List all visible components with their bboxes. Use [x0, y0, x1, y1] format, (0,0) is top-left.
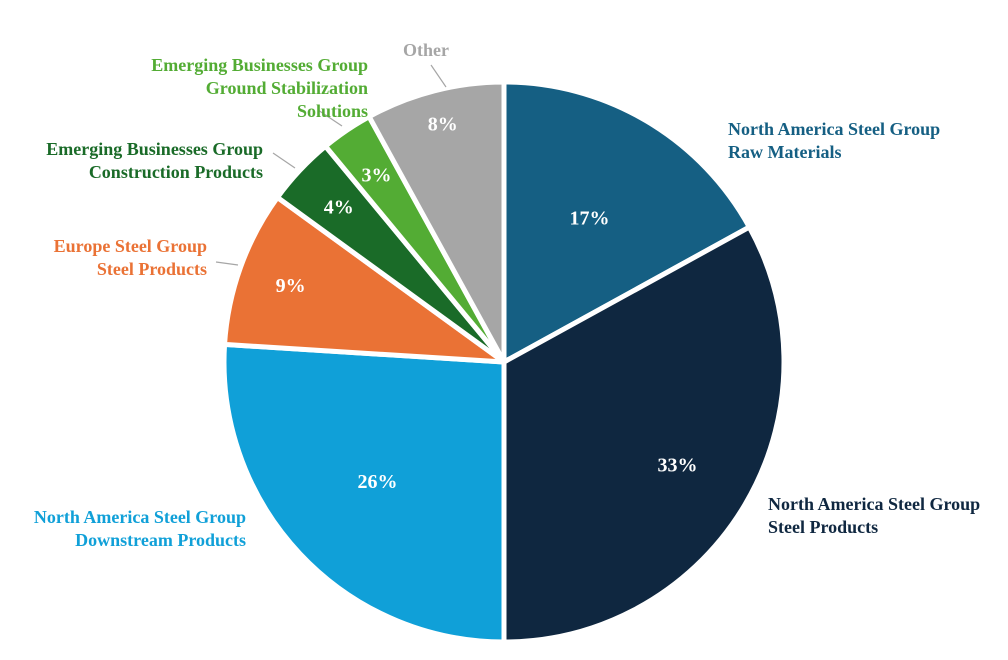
category-label-line: Raw Materials [728, 142, 841, 162]
percent-label-north-america-steel-group-steel-products: 33% [658, 455, 698, 477]
category-label-line: Steel Products [768, 517, 878, 537]
percent-label-other: 8% [428, 113, 458, 135]
category-label-emerging-businesses-group-construction-products: Emerging Businesses Group Construction Pr… [46, 139, 263, 182]
category-label-line: Emerging Businesses Group [46, 139, 263, 159]
percent-label-europe-steel-group-steel-products: 9% [276, 275, 306, 297]
percent-labels: 17% 33% 26% 9% 4% 3% 8% [276, 113, 698, 493]
leader-line-europe-steel-group-steel-products [215, 261, 239, 266]
category-labels: North America Steel Group Raw MaterialsNo… [34, 40, 980, 550]
category-label-north-america-steel-group-steel-products: North America Steel Group Steel Products [768, 494, 980, 537]
leader-line-emerging-businesses-group-construction-products [272, 152, 296, 169]
slice-europe-steel-group-steel-products [222, 194, 507, 365]
slice-north-america-steel-group-raw-materials [501, 79, 752, 365]
percent-label-north-america-steel-group-downstream-products: 26% [358, 471, 398, 493]
pie-slices [221, 79, 787, 645]
category-label-line: North America Steel Group [728, 119, 940, 139]
category-label-line: Construction Products [89, 162, 263, 182]
category-label-line: Solutions [297, 101, 368, 121]
category-label-line: Emerging Businesses Group [151, 55, 368, 75]
percent-label-emerging-businesses-group-construction-products: 4% [324, 197, 354, 219]
slice-north-america-steel-group-steel-products [501, 224, 787, 645]
category-label-emerging-businesses-group-ground-stabilization-solutions: Emerging Businesses Group Ground Stabiliz… [151, 55, 368, 121]
category-label-north-america-steel-group-raw-materials: North America Steel Group Raw Materials [728, 119, 940, 162]
category-label-other: Other [403, 40, 449, 60]
category-label-north-america-steel-group-downstream-products: North America Steel Group Downstream Prod… [34, 507, 246, 550]
category-label-line: Europe Steel Group [54, 236, 207, 256]
category-label-line: Steel Products [97, 259, 207, 279]
category-label-line: Ground Stabilization [206, 78, 368, 98]
slice-north-america-steel-group-downstream-products [221, 341, 507, 645]
category-label-line: North America Steel Group [34, 507, 246, 527]
slice-other [366, 79, 507, 365]
leader-lines [215, 64, 447, 266]
category-label-europe-steel-group-steel-products: Europe Steel Group Steel Products [54, 236, 207, 279]
percent-label-north-america-steel-group-raw-materials: 17% [570, 207, 610, 229]
leader-line-emerging-businesses-group-ground-stabilization-solutions [317, 109, 343, 127]
category-label-line: North America Steel Group [768, 494, 980, 514]
category-label-line: Other [403, 40, 449, 60]
percent-label-emerging-businesses-group-ground-stabilization-solutions: 3% [362, 164, 392, 186]
category-label-line: Downstream Products [75, 530, 246, 550]
leader-line-other [430, 64, 447, 88]
